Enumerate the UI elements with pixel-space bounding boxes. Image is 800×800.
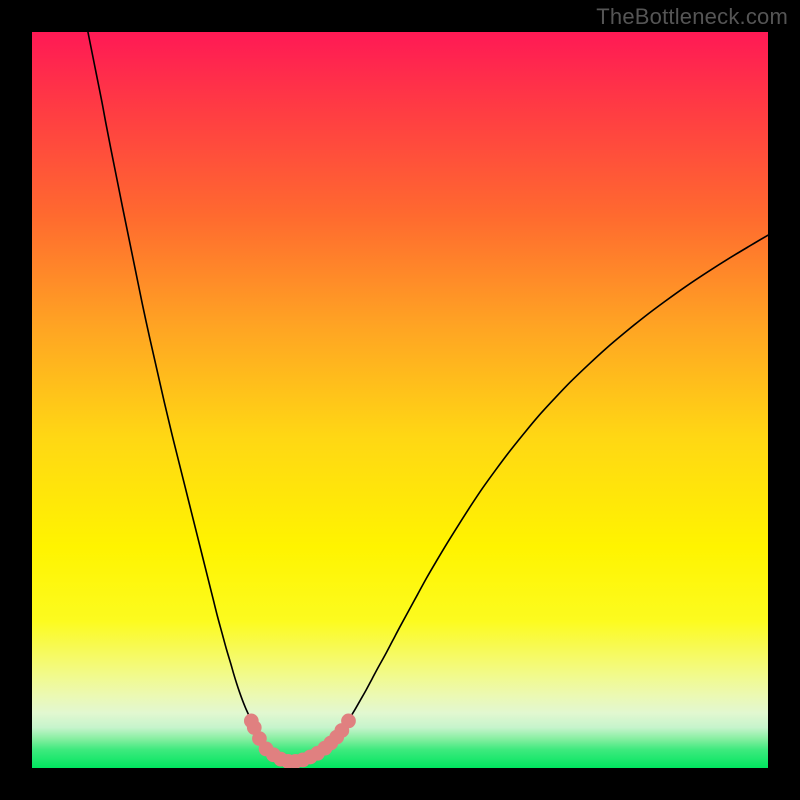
chart-svg (32, 32, 768, 768)
data-marker (341, 714, 356, 729)
chart-frame: TheBottleneck.com (0, 0, 800, 800)
watermark-text: TheBottleneck.com (596, 4, 788, 30)
gradient-background (32, 32, 768, 768)
plot-area (32, 32, 768, 768)
